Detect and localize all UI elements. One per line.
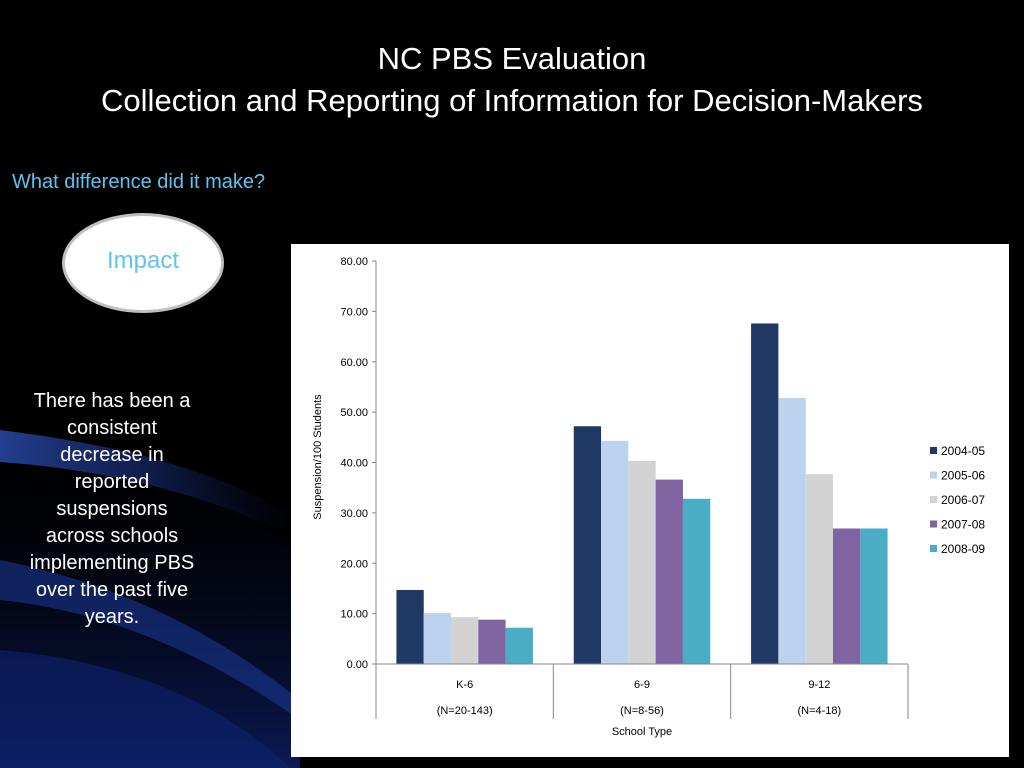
bar-2008-09-K-6 [505,627,533,664]
bar-2006-07-K-6 [451,617,479,664]
bar-2004-05-K-6 [396,589,424,664]
y-tick-label: 50.00 [340,407,368,419]
impact-label: Impact [106,247,180,274]
chart-panel: 0.00 10.00 20.00 30.00 40.00 50.00 60.00 70.00 8… [291,244,1009,757]
impact-oval: Impact [62,213,224,313]
bar-2005-06-9-12 [778,398,806,664]
legend-swatch [930,447,937,454]
legend-entry: 2007-08 [941,518,985,532]
bar-2006-07-9-12 [805,474,833,664]
question-heading: What difference did it make? [12,171,266,193]
x-tick-sublabel: (N=8-56) [620,705,664,717]
slide-title: NC PBS Evaluation Collection and Reporti… [0,38,1024,122]
legend-swatch [930,520,937,528]
legend-entry: 2006-07 [941,493,985,507]
bar-2008-09-9-12 [860,528,888,664]
legend-swatch [930,496,937,503]
bar-2005-06-K-6 [423,613,452,664]
bar-2006-07-6-9 [628,460,656,664]
y-tick-label: 30.00 [340,508,368,520]
bar-chart: 0.00 10.00 20.00 30.00 40.00 50.00 60.00 70.00 8… [312,256,985,738]
bar-2004-05-9-12 [751,323,779,664]
bar-2008-09-6-9 [682,498,711,664]
x-tick-sublabel: (N=20-143) [437,705,493,717]
legend-swatch [930,545,937,552]
y-tick-label: 0.00 [347,659,368,671]
legend-swatch [930,471,937,479]
bar-2007-08-9-12 [832,528,861,664]
y-tick-label: 40.00 [340,458,368,470]
bar-2005-06-6-9 [601,440,629,664]
body-text: There has been a consistent decrease in … [29,390,195,628]
y-tick-label: 20.00 [340,558,368,570]
x-tick-label: 9-12 [808,679,830,691]
x-tick-label: 6-9 [634,679,650,691]
x-tick-label: K-6 [456,679,473,691]
y-axis-label: Suspension/100 Students [312,394,324,520]
x-axis-label: School Type [612,726,672,738]
title-line-1: NC PBS Evaluation [377,41,647,76]
legend-entry: 2005-06 [941,469,985,483]
bar-2007-08-K-6 [478,619,506,664]
title-line-2: Collection and Reporting of Information … [101,83,923,118]
bar-2007-08-6-9 [655,479,683,664]
y-tick-label: 70.00 [340,306,368,318]
legend-entry: 2008-09 [941,542,985,556]
y-tick-label: 80.00 [340,256,368,268]
x-tick-sublabel: (N=4-18) [797,705,841,717]
y-tick-label: 60.00 [340,357,368,369]
legend-entry: 2004-05 [941,444,985,458]
bar-2004-05-6-9 [573,426,602,664]
y-tick-label: 10.00 [340,609,368,621]
